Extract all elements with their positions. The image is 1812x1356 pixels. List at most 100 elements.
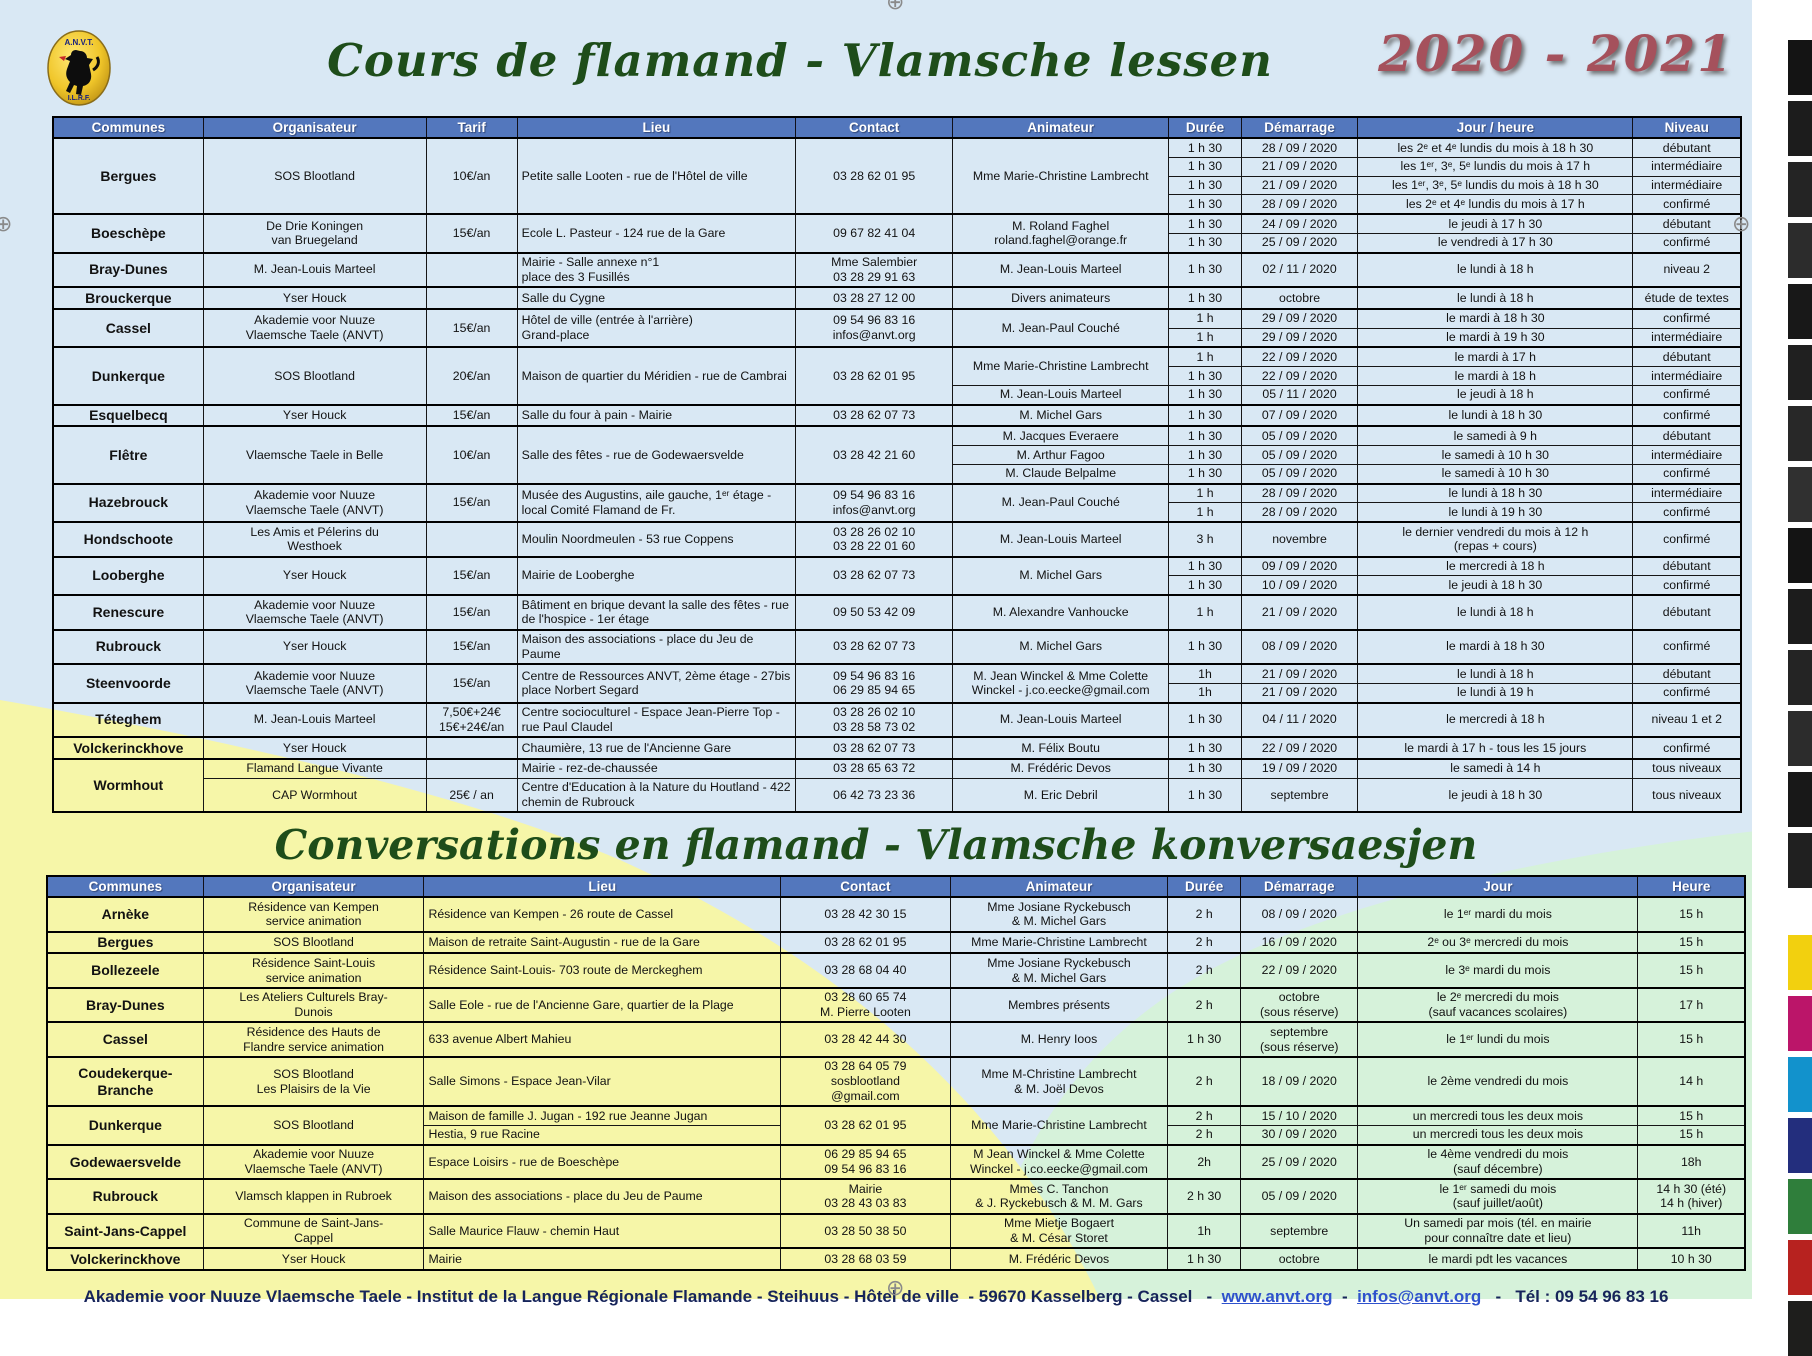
- table-row: Flêtre Vlaemsche Taele in Belle 10€/an Sall…: [52, 425, 1742, 485]
- cell-niveau: confirmé: [1632, 384, 1742, 406]
- table-row: 1 h 30 28 / 09 / 2020 les 2ᵉ et 4ᵉ lundis …: [53, 194, 1742, 215]
- cell-animateur: Mme Josiane Ryckebusch & M. Michel Gars: [949, 896, 1169, 933]
- cell-niveau: intermédiaire: [1632, 175, 1742, 196]
- commune-group: Volckerinckhove Yser Houck Chaumière, 13 r…: [52, 736, 1742, 760]
- page-title: Cours de flamand - Vlamsche lessen: [327, 34, 1273, 87]
- table-row: Hazebrouck Akademie voor Nuuze Vlaemsche …: [52, 483, 1742, 523]
- cell-demarrage: 08 / 09 / 2020: [1240, 629, 1359, 665]
- table-row: Godewaersvelde Akademie voor Nuuze Vlaems…: [46, 1144, 1746, 1180]
- cell-contact: 06 29 85 94 65 09 54 96 83 16: [780, 1144, 951, 1180]
- cell-duree: 1 h 30: [1168, 629, 1242, 665]
- cell-contact: 03 28 62 07 73: [795, 629, 954, 665]
- cell-animateur: M. Alexandre Vanhoucke: [952, 594, 1170, 631]
- cell-niveau: intermédiaire: [1632, 156, 1742, 177]
- cell-jour: le mardi pdt les vacances: [1357, 1247, 1639, 1271]
- cell-demarrage: 29 / 09 / 2020: [1240, 308, 1359, 329]
- color-bar-square: [1788, 1118, 1812, 1173]
- cell-niveau: intermédiaire: [1632, 366, 1742, 386]
- cell-duree: 1 h: [1168, 502, 1242, 523]
- cell-duree: 2 h: [1167, 1105, 1242, 1126]
- cell-demarrage: 10 / 09 / 2020: [1240, 575, 1359, 596]
- color-bar-square: [1788, 1057, 1812, 1112]
- column-header: Lieu: [516, 116, 797, 139]
- cell-organisateur: Flamand Langue Vivante: [202, 758, 427, 779]
- cell-jour: le mardi à 18 h 30: [1357, 308, 1634, 329]
- cell-organisateur: Vlaemsche Taele in Belle: [202, 425, 427, 485]
- commune-group: Hazebrouck Akademie voor Nuuze Vlaemsche …: [52, 483, 1742, 523]
- cell-tarif: 25€ / an: [425, 777, 518, 813]
- table-row: Téteghem M. Jean-Louis Marteel 7,50€+24€ 1…: [52, 702, 1742, 738]
- svg-text:I.L.R.F.: I.L.R.F.: [68, 95, 91, 102]
- cell-contact: 03 28 68 03 59: [780, 1247, 951, 1271]
- column-header: Communes: [52, 116, 204, 139]
- print-color-bar: [1752, 0, 1812, 1356]
- cell-duree: 2 h: [1167, 987, 1242, 1023]
- column-header: Communes: [46, 875, 204, 898]
- cell-contact: 06 42 73 23 36: [795, 777, 954, 813]
- color-bar-square: [1788, 711, 1812, 766]
- cell-niveau: débutant: [1632, 137, 1742, 158]
- color-bar-square: [1788, 40, 1812, 95]
- cell-heure: 14 h 30 (été) 14 h (hiver): [1637, 1178, 1746, 1215]
- commune-group: Coudekerque- Branche SOS Blootland Les Pl…: [46, 1056, 1746, 1107]
- column-header: Tarif: [425, 116, 518, 139]
- commune-group: Dunkerque SOS Blootland 20€/an Maison de qu…: [52, 346, 1742, 406]
- cell-lieu: Mairie - Salle annexe n°1 place des 3 Fu…: [516, 252, 797, 288]
- cell-niveau: confirmé: [1632, 404, 1742, 427]
- cell-demarrage: 28 / 09 / 2020: [1240, 483, 1359, 504]
- registration-mark-icon: ⊕: [886, 0, 905, 15]
- cell-commune: Renescure: [52, 594, 204, 631]
- commune-group: Esquelbecq Yser Houck 15€/an Salle du four …: [52, 404, 1742, 427]
- cell-niveau: tous niveaux: [1632, 758, 1742, 779]
- cell-lieu: Ecole L. Pasteur - 124 rue de la Gare: [516, 213, 797, 253]
- cell-organisateur: Yser Houck: [202, 286, 427, 310]
- table-row: Cassel Résidence des Hauts de Flandre ser…: [46, 1021, 1746, 1058]
- cell-niveau: confirmé: [1632, 736, 1742, 760]
- footer-link-website[interactable]: www.anvt.org: [1221, 1286, 1333, 1306]
- cell-duree: 1h: [1168, 682, 1242, 704]
- cell-jour: le 4ème vendredi du mois (sauf décembre): [1357, 1144, 1639, 1180]
- cell-tarif: 20€/an: [425, 346, 518, 406]
- cell-niveau: étude de textes: [1632, 286, 1742, 310]
- cell-demarrage: 16 / 09 / 2020: [1240, 931, 1359, 954]
- cell-heure: 17 h: [1637, 987, 1746, 1023]
- cell-lieu: Centre socioculturel - Espace Jean-Pierr…: [516, 702, 797, 738]
- cell-demarrage: octobre: [1240, 286, 1359, 310]
- cell-contact: 09 54 96 83 16 06 29 85 94 65: [795, 663, 954, 704]
- cell-demarrage: 08 / 09 / 2020: [1240, 896, 1359, 933]
- cell-lieu: Maison de famille J. Jugan - 192 rue Jea…: [423, 1105, 782, 1126]
- cell-lieu: Petite salle Looten - rue de l'Hôtel de …: [516, 137, 797, 215]
- table-row: 1h 21 / 09 / 2020 le lundi à 19 h confirmé: [53, 682, 1742, 704]
- column-header: Contact: [780, 875, 951, 898]
- cell-niveau: confirmé: [1632, 308, 1742, 329]
- cell-animateur: Membres présents: [949, 987, 1169, 1023]
- column-header: Lieu: [423, 875, 782, 898]
- cell-jour: les 1ᵉʳ, 3ᵉ, 5ᵉ lundis du mois à 17 h: [1357, 156, 1634, 177]
- cell-commune: Godewaersvelde: [46, 1144, 204, 1180]
- cell-lieu: Mairie de Looberghe: [516, 556, 797, 596]
- cell-organisateur: Yser Houck: [202, 736, 427, 760]
- cell-organisateur: CAP Wormhout: [202, 777, 427, 813]
- cell-duree: 1 h 30: [1168, 736, 1242, 760]
- cell-demarrage: 15 / 10 / 2020: [1240, 1105, 1359, 1126]
- cell-demarrage: 05 / 09 / 2020: [1240, 445, 1359, 465]
- cell-heure: 15 h: [1637, 1021, 1746, 1058]
- table-row: Boeschèpe De Drie Koningen van Bruegeland…: [52, 213, 1742, 253]
- cell-demarrage: 05 / 11 / 2020: [1240, 384, 1359, 406]
- cell-lieu: Salle Simons - Espace Jean-Vilar: [423, 1056, 782, 1107]
- table-row: Bergues SOS Blootland Maison de retraite S…: [46, 931, 1746, 954]
- cell-demarrage: 21 / 09 / 2020: [1240, 156, 1359, 177]
- cell-animateur: M. Jean-Paul Couché: [952, 483, 1170, 523]
- cell-duree: 1 h: [1168, 346, 1242, 368]
- footer-link-email[interactable]: infos@anvt.org: [1357, 1286, 1482, 1306]
- color-bar-square: [1788, 772, 1812, 827]
- commune-group: Rubrouck Yser Houck 15€/an Maison des assoc…: [52, 629, 1742, 665]
- cell-organisateur: Akademie voor Nuuze Vlaemsche Taele (ANV…: [202, 483, 427, 523]
- cell-organisateur: Vlamsch klappen in Rubroek: [202, 1178, 425, 1215]
- cell-duree: 1 h 30: [1168, 232, 1242, 254]
- commune-group: Téteghem M. Jean-Louis Marteel 7,50€+24€ 1…: [52, 702, 1742, 738]
- cell-demarrage: 30 / 09 / 2020: [1240, 1124, 1359, 1146]
- cell-organisateur: Les Amis et Pélerins du Westhoek: [202, 521, 427, 558]
- table-row: Bray-Dunes Les Ateliers Culturels Bray- D…: [46, 987, 1746, 1023]
- cell-animateur: Mme Marie-Christine Lambrecht: [949, 1105, 1169, 1146]
